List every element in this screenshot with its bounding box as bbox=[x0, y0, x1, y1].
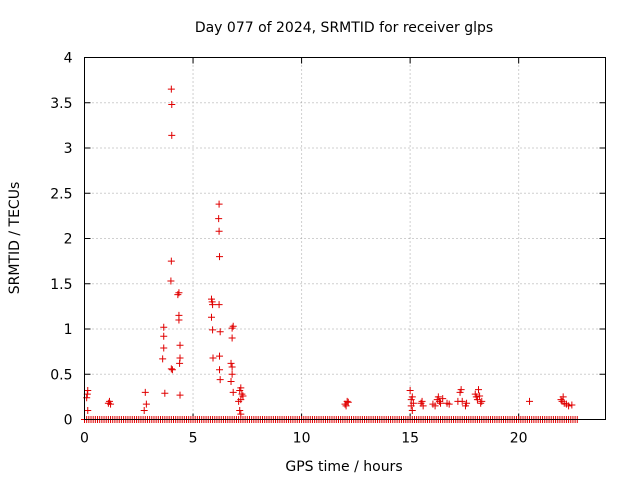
data-point bbox=[228, 363, 236, 371]
y-tick-label: 3.5 bbox=[50, 96, 72, 112]
data-point bbox=[434, 393, 442, 401]
data-point bbox=[209, 301, 217, 309]
data-point bbox=[176, 391, 184, 399]
y-tick-label: 4 bbox=[64, 51, 73, 67]
data-point bbox=[229, 388, 237, 396]
plot-frame bbox=[84, 57, 606, 420]
data-point bbox=[160, 332, 168, 340]
data-point bbox=[175, 316, 183, 324]
data-point bbox=[344, 398, 352, 406]
data-point bbox=[209, 326, 217, 334]
data-point bbox=[457, 386, 465, 394]
data-point bbox=[167, 257, 175, 265]
data-point bbox=[159, 355, 167, 363]
data-point bbox=[142, 400, 150, 408]
data-point bbox=[207, 313, 215, 321]
data-point bbox=[463, 399, 471, 407]
data-point bbox=[229, 322, 237, 330]
data-point bbox=[408, 393, 416, 401]
data-point bbox=[458, 397, 466, 405]
data-point bbox=[408, 406, 416, 414]
data-point bbox=[160, 323, 168, 331]
data-point bbox=[227, 359, 235, 367]
data-point bbox=[167, 277, 175, 285]
markers-layer bbox=[81, 85, 581, 423]
data-point bbox=[215, 227, 223, 235]
x-tick-label: 10 bbox=[293, 431, 311, 447]
x-axis-label: GPS time / hours bbox=[285, 459, 402, 475]
data-point bbox=[343, 397, 351, 405]
data-point bbox=[227, 377, 235, 385]
data-point bbox=[236, 406, 244, 414]
data-point bbox=[176, 359, 184, 367]
data-point bbox=[216, 366, 224, 374]
data-point bbox=[342, 402, 350, 410]
y-tick-label: 2 bbox=[64, 232, 73, 248]
data-point bbox=[175, 289, 183, 297]
data-point bbox=[215, 301, 223, 309]
data-point bbox=[168, 131, 176, 139]
data-point bbox=[176, 341, 184, 349]
data-point bbox=[167, 365, 175, 373]
data-point bbox=[445, 400, 453, 408]
data-point bbox=[406, 387, 414, 395]
data-point bbox=[437, 399, 445, 407]
data-point bbox=[473, 396, 481, 404]
data-point bbox=[559, 393, 567, 401]
y-tick-label: 3 bbox=[64, 141, 73, 157]
data-point bbox=[160, 344, 168, 352]
data-point bbox=[228, 324, 236, 332]
data-point bbox=[431, 402, 439, 410]
data-point bbox=[565, 402, 573, 410]
data-point bbox=[476, 392, 484, 400]
data-point bbox=[216, 328, 224, 336]
y-tick-label: 0.5 bbox=[50, 367, 72, 383]
data-point bbox=[568, 401, 576, 409]
data-point bbox=[168, 366, 176, 374]
data-point bbox=[167, 85, 175, 93]
y-tick-label: 1.5 bbox=[50, 277, 72, 293]
y-tick-label: 1 bbox=[64, 322, 73, 338]
data-point bbox=[475, 386, 483, 394]
data-point bbox=[174, 291, 182, 299]
x-tick-label: 20 bbox=[510, 431, 528, 447]
data-point bbox=[407, 402, 415, 410]
y-axis-label: SRMTID / TECUs bbox=[7, 182, 23, 295]
chart-title: Day 077 of 2024, SRMTID for receiver glp… bbox=[195, 20, 493, 36]
data-point bbox=[235, 397, 243, 405]
data-point bbox=[216, 253, 224, 261]
data-point bbox=[238, 390, 246, 398]
y-tick-label: 0 bbox=[64, 413, 73, 429]
data-point bbox=[419, 402, 427, 410]
data-point bbox=[141, 388, 149, 396]
data-point bbox=[209, 354, 217, 362]
data-point bbox=[107, 400, 115, 408]
data-point bbox=[84, 406, 92, 414]
y-tick-label: 2.5 bbox=[50, 186, 72, 202]
data-point bbox=[237, 384, 245, 392]
data-point bbox=[439, 395, 447, 403]
data-point bbox=[216, 376, 224, 384]
data-point bbox=[478, 397, 486, 405]
data-point bbox=[215, 200, 223, 208]
x-tick-label: 5 bbox=[189, 431, 198, 447]
x-tick-label: 0 bbox=[80, 431, 89, 447]
x-tick-label: 15 bbox=[401, 431, 419, 447]
data-point bbox=[477, 399, 485, 407]
data-point bbox=[228, 370, 236, 378]
data-point bbox=[140, 406, 148, 414]
data-point bbox=[239, 392, 247, 400]
data-point bbox=[216, 352, 224, 360]
ticks-layer: 0 5 10 15 20 0 0.5 1 1.5 2 2.5 3 3.5 4 bbox=[50, 51, 606, 447]
data-point bbox=[526, 397, 534, 405]
data-point bbox=[237, 410, 245, 418]
data-point bbox=[161, 389, 169, 397]
data-point bbox=[84, 387, 92, 395]
data-point bbox=[418, 397, 426, 405]
data-point bbox=[168, 101, 176, 109]
grid-layer bbox=[84, 57, 606, 420]
data-point bbox=[228, 334, 236, 342]
data-point bbox=[215, 215, 223, 223]
